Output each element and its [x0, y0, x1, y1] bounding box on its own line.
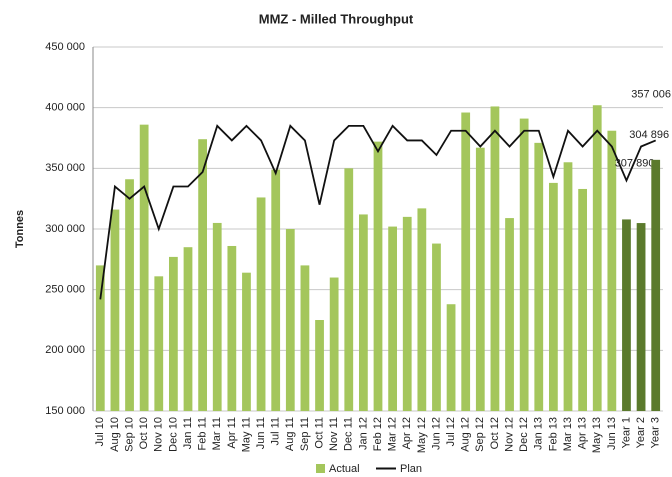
legend-swatch — [316, 464, 325, 473]
bar — [154, 276, 164, 411]
x-tick-label: Dec 10 — [167, 417, 179, 452]
x-tick-label: Jan 13 — [533, 417, 545, 450]
bar — [125, 179, 134, 411]
x-tick-label: Feb 13 — [547, 417, 559, 451]
bar — [490, 106, 500, 411]
x-tick-label: Apr 13 — [577, 417, 589, 449]
y-tick-label: 350 000 — [45, 162, 85, 174]
bar — [388, 226, 397, 411]
legend-label: Actual — [329, 463, 360, 475]
y-axis-label: Tonnes — [14, 210, 26, 248]
bar — [432, 243, 441, 411]
x-tick-label: Jan 11 — [182, 417, 194, 449]
x-tick-label: Jun 12 — [430, 417, 442, 450]
bar — [549, 182, 558, 411]
x-tick-label: May 12 — [416, 417, 428, 453]
bar — [227, 245, 237, 411]
y-tick-label: 150 000 — [45, 405, 85, 417]
bar — [402, 216, 412, 411]
x-tick-label: Oct 10 — [138, 417, 150, 449]
x-tick-label: Year 1 — [620, 417, 632, 448]
x-tick-label: May 13 — [591, 417, 603, 453]
y-tick-label: 200 000 — [45, 344, 85, 356]
bar — [242, 272, 251, 411]
plan-line — [99, 124, 657, 300]
chart-title: MMZ - Milled Throughput — [259, 11, 414, 26]
bar — [519, 118, 529, 411]
x-tick-label: Mar 11 — [211, 417, 223, 450]
bar — [95, 265, 105, 411]
x-tick-label: Dec 12 — [518, 417, 530, 452]
data-label: 304 896 — [629, 129, 669, 141]
x-tick-label: May 11 — [240, 417, 252, 452]
x-tick-label: Feb 12 — [372, 417, 384, 451]
bar — [271, 169, 281, 411]
x-tick-label: Jul 11 — [270, 417, 282, 446]
x-tick-label: Aug 12 — [460, 417, 472, 452]
bar — [169, 256, 178, 411]
x-tick-label: Year 3 — [650, 417, 662, 448]
x-tick-label: Jan 12 — [357, 417, 369, 450]
bar — [417, 208, 427, 411]
bar — [329, 277, 339, 411]
x-tick-label: Sep 10 — [123, 417, 135, 452]
bar — [315, 320, 324, 411]
x-tick-label: Jun 11 — [255, 417, 267, 449]
bar — [359, 214, 368, 411]
x-tick-label: Sep 12 — [474, 417, 486, 452]
bar — [622, 219, 631, 411]
x-tick-label: Oct 11 — [313, 417, 325, 449]
bar — [183, 247, 193, 411]
bar — [212, 222, 222, 411]
x-tick-label: Year 2 — [635, 417, 647, 448]
x-tick-label: Aug 11 — [284, 417, 296, 451]
x-tick-label: Jul 12 — [445, 417, 457, 446]
x-tick-label: Jul 10 — [94, 417, 106, 446]
bar — [636, 223, 646, 411]
y-tick-label: 400 000 — [45, 102, 85, 114]
x-tick-label: Jun 13 — [606, 417, 618, 450]
bar — [110, 209, 120, 411]
x-tick-label: Mar 13 — [562, 417, 574, 451]
x-tick-label: Nov 11 — [328, 417, 340, 451]
bar — [461, 112, 471, 412]
legend-label: Plan — [400, 463, 422, 475]
bar — [256, 197, 266, 411]
x-tick-label: Oct 12 — [489, 417, 501, 449]
bar — [446, 304, 456, 411]
bar — [563, 162, 573, 411]
bar — [139, 124, 149, 412]
bar — [300, 265, 310, 411]
bar — [592, 105, 602, 412]
y-tick-label: 250 000 — [45, 284, 85, 296]
x-tick-label: Apr 11 — [226, 417, 238, 449]
bar — [344, 168, 354, 411]
x-tick-label: Aug 10 — [109, 417, 121, 452]
data-label: 357 006 — [631, 89, 671, 101]
bar — [285, 229, 295, 411]
x-tick-label: Dec 11 — [343, 417, 355, 451]
bar — [373, 141, 383, 411]
bar — [651, 159, 661, 411]
bar — [475, 147, 485, 411]
x-tick-label: Sep 11 — [299, 417, 311, 451]
y-tick-label: 300 000 — [45, 223, 85, 235]
x-tick-label: Nov 12 — [503, 417, 515, 452]
x-tick-label: Apr 12 — [401, 417, 413, 449]
x-tick-label: Feb 11 — [197, 417, 209, 450]
x-tick-label: Mar 12 — [387, 417, 399, 451]
bar — [607, 130, 617, 411]
bar — [578, 188, 587, 411]
bar — [198, 139, 207, 412]
bar — [534, 142, 544, 411]
bar — [505, 218, 514, 411]
y-tick-label: 450 000 — [45, 41, 85, 53]
x-tick-label: Nov 10 — [153, 417, 165, 452]
